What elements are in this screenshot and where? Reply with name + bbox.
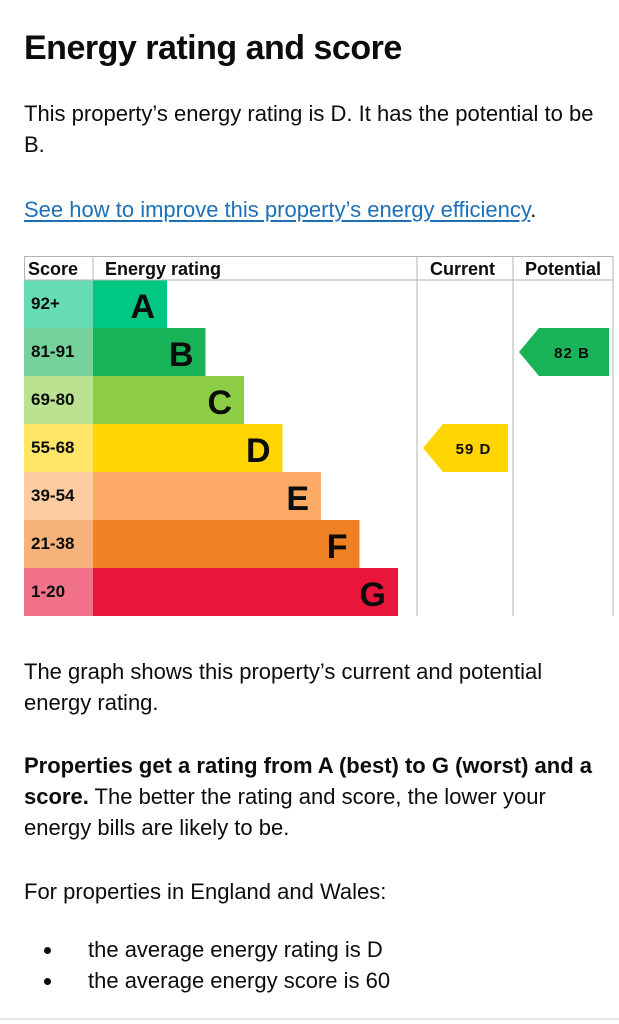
score-range-g: 1-20 xyxy=(31,582,65,601)
band-bar-c xyxy=(93,376,244,424)
score-range-e: 39-54 xyxy=(31,486,75,505)
band-bar-g xyxy=(93,568,398,616)
averages-list: the average energy rating is D the avera… xyxy=(24,934,390,996)
potential-rating-label: 82 B xyxy=(554,345,590,362)
score-cell-c xyxy=(24,376,93,424)
band-letter-f: F xyxy=(327,528,348,566)
band-bar-b xyxy=(93,328,206,376)
band-bar-a xyxy=(93,280,167,328)
band-bar-d xyxy=(93,424,283,472)
band-bar-f xyxy=(93,520,360,568)
graph-description: The graph shows this property’s current … xyxy=(24,659,543,715)
score-range-d: 55-68 xyxy=(31,438,74,457)
score-cell-e xyxy=(24,472,93,520)
band-letter-g: G xyxy=(360,576,386,614)
link-suffix: . xyxy=(530,197,537,222)
band-letter-d: D xyxy=(246,432,271,470)
rating-explanation-bold: Properties get a rating from A (best) to… xyxy=(24,753,592,809)
score-cell-d xyxy=(24,424,93,472)
column-header-0: Score xyxy=(28,259,78,279)
page-divider xyxy=(0,1018,619,1020)
score-cell-f xyxy=(24,520,93,568)
band-letter-a: A xyxy=(130,288,155,326)
score-range-f: 21-38 xyxy=(31,534,74,553)
rating-explanation: Properties get a rating from A (best) to… xyxy=(24,750,614,843)
score-range-b: 81-91 xyxy=(31,342,74,361)
page-title: Energy rating and score xyxy=(24,29,402,67)
score-cell-b xyxy=(24,328,93,376)
region-note: For properties in England and Wales: xyxy=(24,879,387,904)
rating-summary: This property’s energy rating is D. It h… xyxy=(24,101,594,157)
column-header-1: Energy rating xyxy=(105,259,221,279)
band-bar-e xyxy=(93,472,321,520)
average-score-item: the average energy score is 60 xyxy=(64,965,390,996)
score-cell-g xyxy=(24,568,93,616)
column-header-2: Current xyxy=(430,259,495,279)
current-rating-arrow xyxy=(423,424,508,472)
band-letter-b: B xyxy=(169,336,194,374)
band-letter-e: E xyxy=(286,480,309,518)
column-header-3: Potential xyxy=(525,259,601,279)
energy-rating-chart: Score Energy rating Current Potential 92+ A 81… xyxy=(24,256,614,616)
current-rating-label: 59 D xyxy=(456,441,492,458)
potential-rating-arrow xyxy=(519,328,609,376)
improve-link-paragraph: See how to improve this property’s energ… xyxy=(24,194,536,225)
band-letter-c: C xyxy=(207,384,232,422)
improve-efficiency-link[interactable]: See how to improve this property’s energ… xyxy=(24,197,531,222)
average-rating-item: the average energy rating is D xyxy=(64,934,390,965)
score-cell-a xyxy=(24,280,93,328)
score-range-a: 92+ xyxy=(31,294,60,313)
score-range-c: 69-80 xyxy=(31,390,74,409)
rating-explanation-rest: The better the rating and score, the low… xyxy=(24,784,546,840)
